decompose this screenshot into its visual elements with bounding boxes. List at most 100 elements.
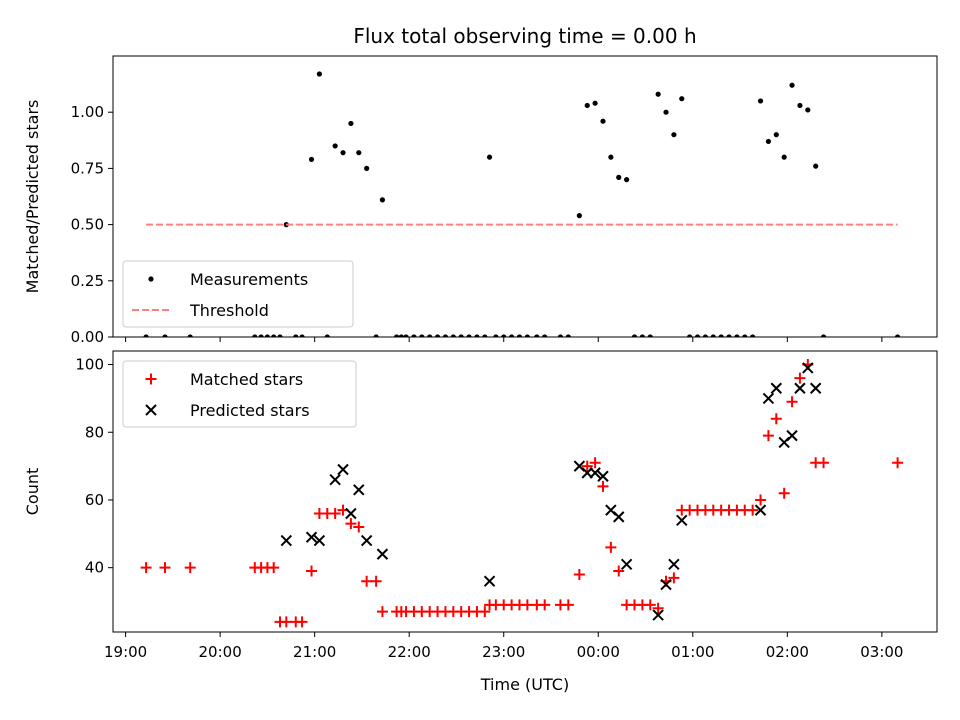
- data-point: [340, 150, 346, 156]
- data-point: [679, 96, 685, 102]
- data-point: [820, 334, 827, 337]
- data-point: [655, 91, 661, 97]
- data-point: [271, 334, 277, 337]
- legend-label: Matched stars: [190, 370, 303, 389]
- data-point: [813, 163, 819, 169]
- x-tick-label: 23:00: [482, 643, 525, 661]
- data-point: [348, 120, 354, 127]
- data-point: [789, 82, 795, 88]
- x-tick-label: 22:00: [388, 643, 431, 661]
- data-point: [539, 599, 551, 611]
- data-point: [345, 518, 357, 530]
- data-point: [805, 107, 811, 113]
- data-point: [458, 334, 464, 337]
- data-point: [597, 470, 609, 482]
- y-tick-label: 100: [75, 356, 104, 374]
- data-point: [361, 575, 373, 587]
- x-axis-label: Time (UTC): [480, 675, 569, 694]
- data-point: [592, 100, 598, 106]
- data-point: [762, 430, 774, 442]
- data-point: [509, 334, 515, 337]
- data-point: [576, 213, 582, 219]
- data-point: [755, 494, 767, 506]
- data-point: [620, 558, 633, 570]
- data-point: [427, 334, 433, 337]
- data-point: [584, 102, 590, 109]
- data-point: [258, 334, 264, 337]
- data-point: [562, 599, 574, 611]
- data-point: [605, 541, 617, 553]
- data-point: [794, 372, 806, 384]
- legend-label: Measurements: [190, 270, 308, 289]
- ratio-panel: Flux total observing time = 0.00 h 0.00 0.…: [23, 24, 938, 346]
- data-point: [332, 143, 338, 149]
- legend-box: [122, 260, 354, 328]
- data-point: [644, 599, 656, 611]
- data-point: [565, 334, 571, 337]
- data-point: [652, 609, 664, 621]
- data-point: [534, 334, 540, 337]
- data-point: [434, 334, 441, 337]
- data-point: [329, 508, 341, 520]
- plot-area: [140, 359, 904, 628]
- data-point: [293, 334, 299, 337]
- series-measurements: [143, 71, 901, 337]
- data-point: [589, 467, 601, 479]
- data-point: [450, 334, 456, 337]
- data-point: [676, 514, 688, 526]
- data-point: [671, 132, 677, 138]
- data-point: [542, 334, 548, 337]
- data-point: [479, 606, 491, 618]
- data-point: [809, 382, 822, 394]
- data-point: [143, 334, 149, 337]
- data-point: [313, 534, 326, 547]
- y-axis-label: Count: [23, 468, 42, 516]
- data-point: [296, 616, 308, 628]
- axes-frame: [112, 55, 938, 338]
- data-point: [702, 334, 708, 337]
- data-point: [268, 562, 280, 574]
- x-tick-label: 20:00: [199, 643, 242, 661]
- data-point: [308, 156, 315, 163]
- data-point: [482, 334, 488, 337]
- y-tick-label: 0.75: [71, 159, 104, 177]
- data-point: [493, 334, 499, 337]
- data-point: [781, 154, 787, 160]
- data-point: [663, 109, 669, 115]
- data-point: [581, 460, 593, 472]
- data-point: [356, 150, 362, 156]
- data-point: [660, 578, 672, 591]
- data-point: [501, 334, 507, 337]
- data-point: [419, 334, 425, 337]
- data-point: [802, 362, 814, 374]
- data-point: [647, 334, 653, 337]
- y-tick-label: 80: [85, 423, 104, 441]
- data-point: [345, 507, 357, 520]
- data-point: [762, 392, 775, 405]
- data-point: [608, 154, 614, 160]
- data-point: [694, 334, 701, 337]
- y-axis-label: Matched/Predicted stars: [23, 100, 42, 294]
- data-point: [770, 413, 782, 425]
- x-tick-label: 19:00: [104, 643, 147, 661]
- data-point: [557, 334, 564, 337]
- data-point: [277, 334, 283, 337]
- legend-swatch: [145, 404, 157, 416]
- data-point: [818, 457, 830, 469]
- data-point: [613, 565, 625, 577]
- data-point: [597, 480, 609, 492]
- data-point: [770, 382, 783, 394]
- x-tick-label: 03:00: [860, 643, 903, 661]
- data-point: [305, 531, 318, 543]
- data-point: [794, 382, 806, 394]
- data-point: [613, 511, 625, 523]
- y-tick-label: 60: [85, 491, 104, 509]
- data-point: [299, 334, 305, 337]
- data-point: [364, 165, 370, 171]
- data-point: [398, 334, 404, 337]
- data-point: [353, 484, 365, 496]
- data-point: [252, 334, 258, 337]
- data-point: [474, 334, 480, 337]
- data-point: [652, 602, 664, 614]
- data-point: [754, 504, 767, 516]
